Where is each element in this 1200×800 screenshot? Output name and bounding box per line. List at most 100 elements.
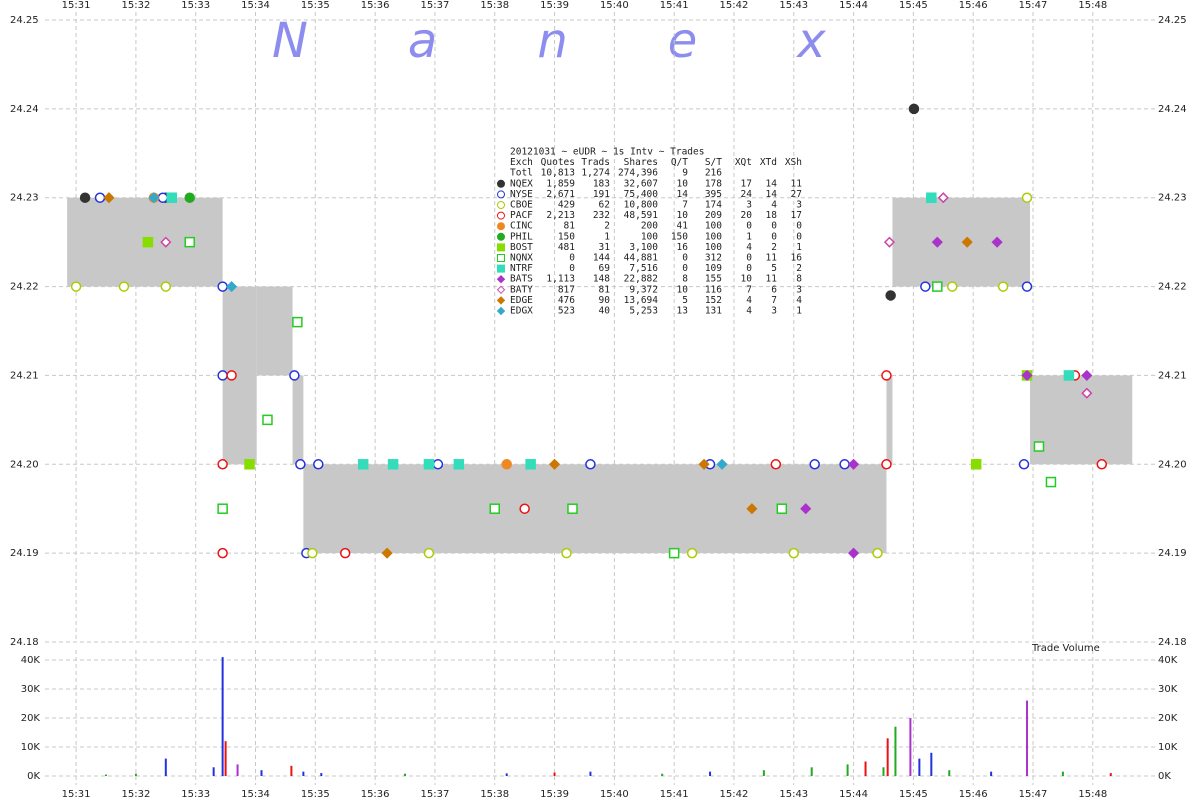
table-cell: 69 bbox=[599, 263, 611, 274]
trade-marker bbox=[1063, 370, 1075, 381]
table-cell: 6 bbox=[771, 284, 777, 295]
table-cell: 312 bbox=[705, 253, 722, 264]
table-cell: 0 bbox=[746, 253, 752, 264]
trade-marker bbox=[497, 211, 505, 220]
x-tick-label: 15:35 bbox=[301, 0, 330, 11]
x-tick-label: 15:32 bbox=[121, 789, 150, 800]
y-tick-label: 24.21 bbox=[10, 370, 39, 381]
trade-marker bbox=[497, 190, 505, 199]
table-cell: Totl bbox=[510, 168, 533, 179]
legend-label: PHIL bbox=[510, 231, 533, 242]
legend-label: BATS bbox=[510, 274, 533, 285]
table-cell: 3,100 bbox=[629, 242, 658, 253]
table-cell: 81 bbox=[599, 284, 611, 295]
table-cell: 13,694 bbox=[624, 295, 659, 306]
y-tick-label: 30K bbox=[21, 684, 41, 695]
x-tick-label: 15:45 bbox=[899, 789, 928, 800]
volume-bar bbox=[105, 774, 108, 776]
table-cell: 8 bbox=[682, 274, 688, 285]
trade-marker bbox=[961, 236, 973, 248]
trade-marker bbox=[423, 547, 435, 559]
trade-marker bbox=[497, 201, 505, 209]
volume-bar bbox=[661, 773, 664, 776]
trade-marker bbox=[585, 459, 596, 470]
trade-marker bbox=[839, 459, 850, 470]
x-tick-label: 15:44 bbox=[839, 789, 868, 800]
trade-marker bbox=[381, 547, 393, 559]
table-cell: 0 bbox=[682, 253, 688, 264]
nbbo-band bbox=[886, 375, 893, 465]
trade-marker bbox=[1033, 441, 1045, 452]
table-cell: 16 bbox=[791, 253, 803, 264]
x-tick-label: 15:42 bbox=[720, 0, 749, 11]
trade-marker bbox=[561, 547, 572, 559]
volume-bar bbox=[224, 741, 227, 776]
table-cell: 1 bbox=[796, 306, 802, 317]
table-header: Shares bbox=[624, 157, 658, 168]
table-cell: 3 bbox=[771, 306, 777, 317]
table-cell: 9 bbox=[682, 168, 688, 179]
trade-marker bbox=[387, 459, 399, 470]
trade-marker bbox=[160, 236, 172, 248]
table-header: Exch bbox=[510, 157, 533, 168]
table-cell: 152 bbox=[705, 295, 722, 306]
table-cell: 81 bbox=[564, 221, 576, 232]
trade-marker bbox=[217, 547, 228, 559]
table-cell: 24 bbox=[741, 189, 753, 200]
volume-bar bbox=[909, 718, 912, 776]
table-cell: 4 bbox=[796, 295, 802, 306]
volume-bar bbox=[404, 773, 407, 776]
trade-marker bbox=[1018, 459, 1030, 470]
table-header: XQt bbox=[735, 157, 752, 168]
x-tick-label: 15:32 bbox=[121, 0, 150, 11]
nbbo-band bbox=[303, 464, 887, 554]
trade-marker bbox=[991, 236, 1003, 248]
trade-marker bbox=[432, 459, 444, 470]
table-cell: 13 bbox=[677, 306, 688, 317]
table-cell: 0 bbox=[771, 221, 777, 232]
table-cell: 100 bbox=[705, 221, 722, 232]
table-cell: 144 bbox=[593, 253, 610, 264]
table-cell: 7 bbox=[682, 200, 688, 211]
volume-bar bbox=[810, 767, 813, 776]
table-cell: 481 bbox=[558, 242, 575, 253]
trade-marker bbox=[497, 254, 505, 262]
volume-bar bbox=[930, 752, 933, 776]
x-tick-label: 15:33 bbox=[181, 0, 210, 11]
table-cell: 0 bbox=[746, 263, 752, 274]
table-cell: 5 bbox=[771, 263, 777, 274]
trade-marker bbox=[970, 459, 982, 470]
trade-marker bbox=[497, 243, 505, 252]
table-cell: 131 bbox=[705, 306, 722, 317]
table-cell: 0 bbox=[746, 221, 752, 232]
x-tick-label: 15:47 bbox=[1019, 0, 1048, 11]
legend-label: NQEX bbox=[510, 178, 533, 189]
table-cell: 2,671 bbox=[546, 189, 575, 200]
legend-label: EDGE bbox=[510, 295, 533, 306]
table-cell: 3 bbox=[746, 200, 752, 211]
volume-bar bbox=[709, 771, 712, 776]
table-cell: 476 bbox=[558, 295, 575, 306]
table-cell: 16 bbox=[677, 242, 689, 253]
x-tick-label: 15:38 bbox=[480, 0, 509, 11]
table-cell: 116 bbox=[705, 284, 722, 295]
trade-marker bbox=[881, 459, 892, 470]
volume-bar bbox=[846, 764, 849, 776]
table-cell: 4 bbox=[746, 306, 752, 317]
table-cell: 62 bbox=[599, 200, 610, 211]
table-cell: 10,800 bbox=[624, 200, 659, 211]
trade-marker bbox=[1045, 476, 1057, 488]
y-tick-label: 40K bbox=[21, 655, 41, 666]
x-tick-label: 15:34 bbox=[241, 0, 270, 11]
trade-marker bbox=[497, 264, 505, 273]
y-tick-label: 24.20 bbox=[10, 459, 39, 470]
trade-marker bbox=[94, 192, 106, 203]
table-cell: 0 bbox=[771, 231, 777, 242]
trade-marker bbox=[295, 459, 306, 470]
table-header: Quotes bbox=[541, 157, 575, 168]
nbbo-band bbox=[1030, 375, 1133, 465]
trade-marker bbox=[997, 281, 1009, 292]
trade-marker bbox=[103, 192, 115, 204]
table-cell: 155 bbox=[705, 274, 722, 285]
